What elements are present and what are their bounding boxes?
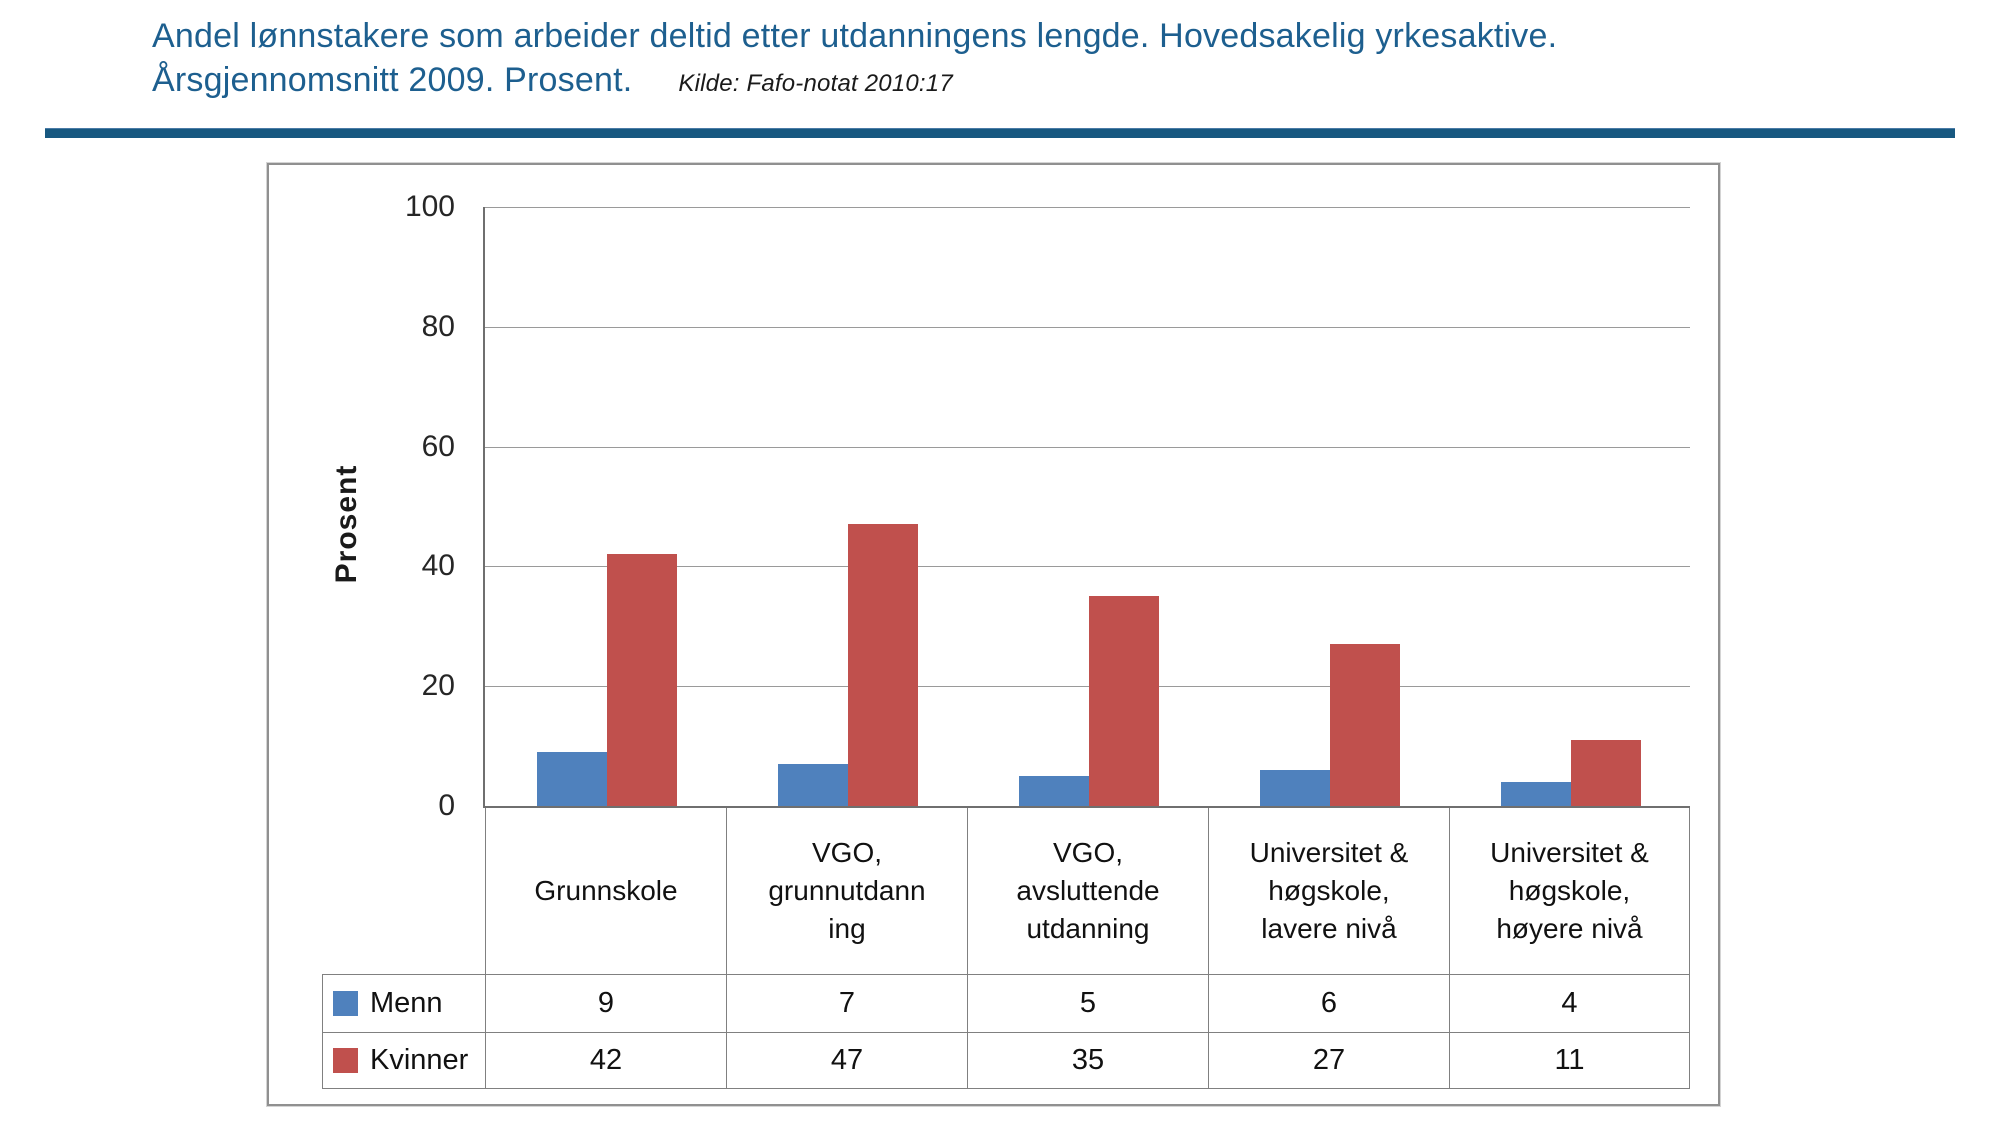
y-axis-tick-labels: 0 20 40 60 80 100 [269,165,455,1104]
gridline-20 [485,686,1690,687]
series-name-kvinner: Kvinner [370,1044,469,1076]
y-tick-label-40: 40 [421,549,455,583]
legend-swatch-icon-menn [333,991,358,1016]
data-table: Grunnskole VGO, grunnutdann ing VGO, avslu… [322,808,1690,1089]
category-label-0: Grunnskole [485,808,726,974]
legend-swatch-icon-kvinner [333,1048,358,1073]
bar-kvinner-3 [1330,644,1400,806]
series-name-menn: Menn [370,987,443,1019]
bar-menn-3 [1260,770,1330,806]
gridline-100 [485,207,1690,208]
title-rule-divider [45,128,1955,138]
legend-menn: Menn [322,974,485,1032]
bar-kvinner-0 [607,554,677,806]
category-label-4: Universitet & høgskole, høyere nivå [1449,808,1690,974]
page-title-line-1: Andel lønnstakere som arbeider deltid et… [152,17,1558,55]
category-label-2: VGO, avsluttende utdanning [967,808,1208,974]
value-menn-1: 7 [726,974,967,1032]
plot-area [485,207,1690,806]
value-kvinner-4: 11 [1449,1032,1690,1089]
y-axis-line [483,207,485,808]
bar-menn-4 [1501,782,1571,806]
source-note: Kilde: Fafo-notat 2010:17 [678,70,953,97]
value-menn-4: 4 [1449,974,1690,1032]
value-kvinner-1: 47 [726,1032,967,1089]
table-corner-spacer [322,808,485,974]
legend-kvinner: Kvinner [322,1032,485,1089]
bar-kvinner-4 [1571,740,1641,806]
value-menn-3: 6 [1208,974,1449,1032]
y-tick-label-0: 0 [438,789,455,822]
page-title-line-2: Årsgjennomsnitt 2009. Prosent. [152,61,633,99]
category-label-3: Universitet & høgskole, lavere nivå [1208,808,1449,974]
header: Andel lønnstakere som arbeider deltid et… [152,14,1557,102]
chart-frame: Prosent 0 20 40 60 80 100 Grunnskole VGO, grun… [267,163,1720,1106]
category-label-1: VGO, grunnutdann ing [726,808,967,974]
y-tick-label-80: 80 [421,309,455,343]
y-tick-label-100: 100 [404,190,455,223]
gridline-80 [485,327,1690,328]
y-tick-label-20: 20 [421,669,455,703]
value-menn-2: 5 [967,974,1208,1032]
bar-menn-0 [537,752,607,806]
page-title-row-2: Årsgjennomsnitt 2009. Prosent. Kilde: Fa… [152,58,1557,102]
bar-kvinner-1 [848,524,918,806]
x-axis-line [483,806,1690,808]
value-kvinner-0: 42 [485,1032,726,1089]
bar-kvinner-2 [1089,596,1159,806]
value-kvinner-2: 35 [967,1032,1208,1089]
value-kvinner-3: 27 [1208,1032,1449,1089]
gridline-60 [485,447,1690,448]
bar-menn-1 [778,764,848,806]
bar-menn-2 [1019,776,1089,806]
value-menn-0: 9 [485,974,726,1032]
gridline-40 [485,566,1690,567]
y-tick-label-60: 60 [421,429,455,463]
